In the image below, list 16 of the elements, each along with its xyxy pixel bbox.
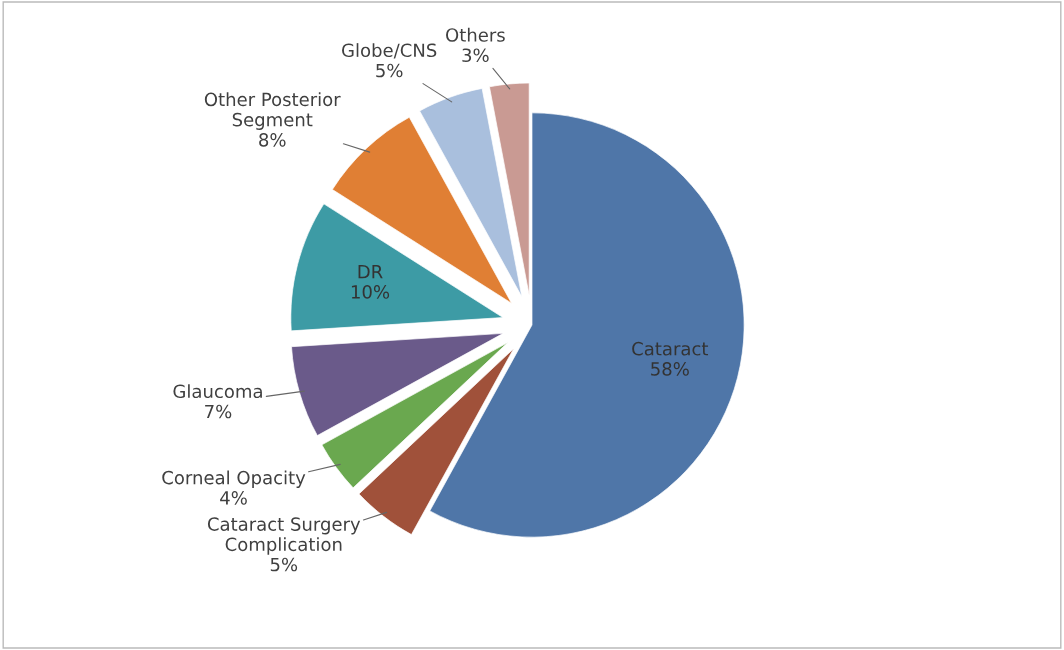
- data-label: 5%: [376, 63, 403, 78]
- slice-label: Globe/CNS: [342, 43, 437, 59]
- data-label: 4%: [220, 491, 247, 505]
- slice-label: Others: [446, 27, 505, 42]
- data-label: 58%: [651, 362, 689, 376]
- data-label: 8%: [259, 133, 286, 147]
- data-label: 5%: [270, 557, 298, 572]
- slice-label: Cataract: [632, 341, 709, 356]
- slice-label: DR: [358, 265, 383, 279]
- slice-label: Corneal Opacity: [162, 470, 306, 488]
- data-label: 10%: [351, 285, 390, 299]
- slice-label: Cataract Surgery Complication: [207, 517, 361, 555]
- data-label: 3%: [462, 48, 489, 63]
- slice-label: Glaucoma: [173, 384, 262, 399]
- slice-label: Other Posterior Segment: [204, 92, 341, 130]
- data-label: 7%: [205, 404, 232, 419]
